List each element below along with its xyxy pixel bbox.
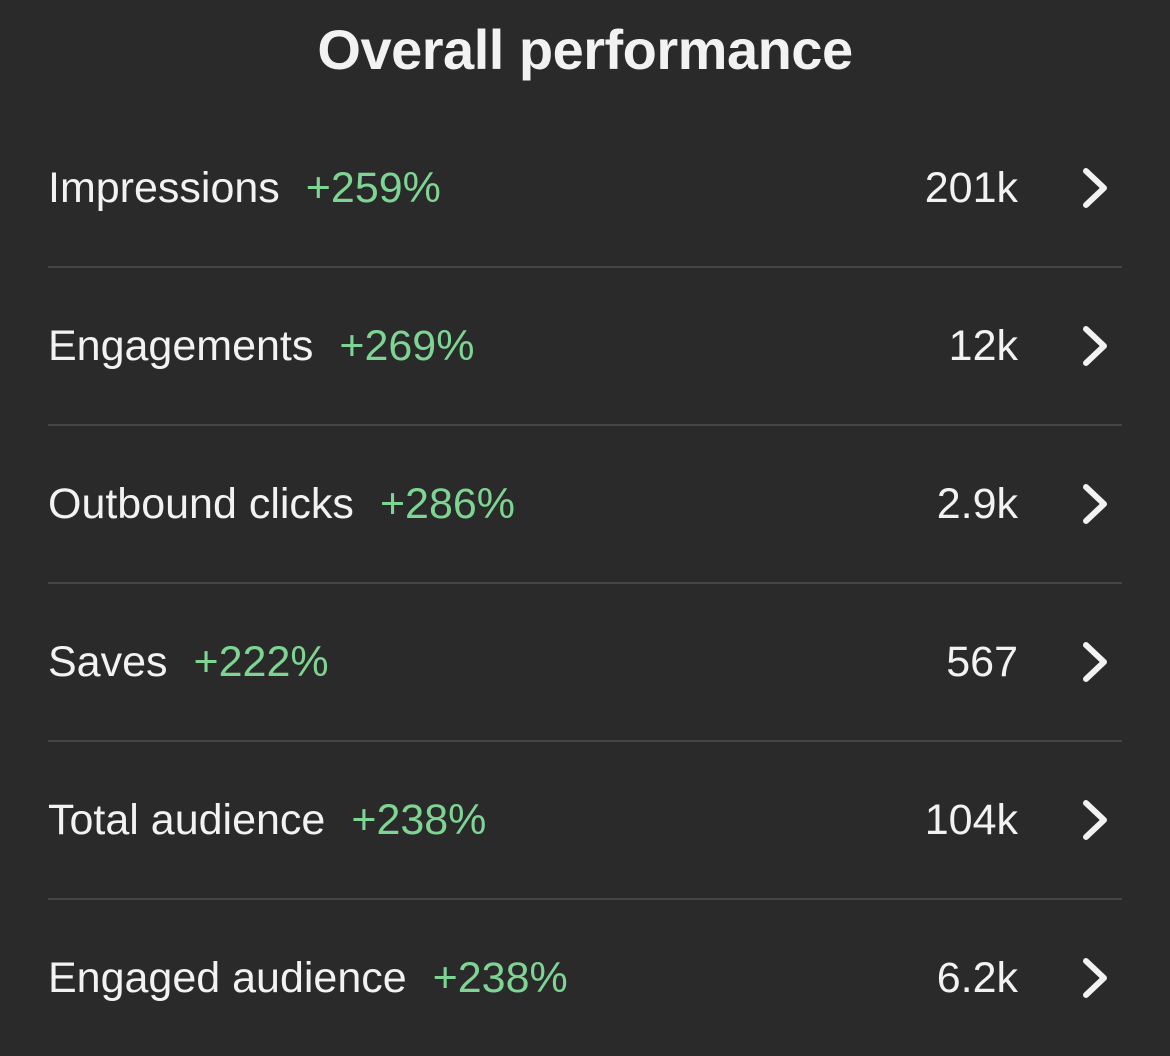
metric-row-impressions[interactable]: Impressions +259% 201k: [48, 110, 1122, 266]
metrics-list: Impressions +259% 201k Engagements +269%…: [48, 110, 1122, 1056]
chevron-right-icon[interactable]: [1078, 324, 1112, 368]
metric-label: Outbound clicks: [48, 479, 354, 528]
metric-label: Engaged audience: [48, 953, 407, 1002]
metric-change: +238%: [432, 953, 568, 1002]
chevron-right-icon[interactable]: [1078, 482, 1112, 526]
chevron-right-icon[interactable]: [1078, 166, 1112, 210]
metric-row-engagements[interactable]: Engagements +269% 12k: [48, 266, 1122, 424]
metric-label: Engagements: [48, 321, 314, 370]
metric-change: +238%: [351, 795, 487, 844]
metric-label: Total audience: [48, 795, 326, 844]
metric-label: Impressions: [48, 163, 280, 212]
metric-change: +259%: [305, 163, 441, 212]
chevron-right-icon[interactable]: [1078, 640, 1112, 684]
metric-row-engaged-audience[interactable]: Engaged audience +238% 6.2k: [48, 898, 1122, 1056]
metric-change: +286%: [379, 479, 516, 528]
page-title: Overall performance: [317, 18, 853, 81]
metric-value: 201k: [924, 163, 1018, 212]
metric-label: Saves: [48, 637, 168, 686]
chevron-right-icon[interactable]: [1078, 798, 1112, 842]
metric-row-total-audience[interactable]: Total audience +238% 104k: [48, 740, 1122, 898]
metric-value: 2.9k: [936, 479, 1018, 528]
metric-value: 6.2k: [936, 953, 1018, 1002]
metric-row-saves[interactable]: Saves +222% 567: [48, 582, 1122, 740]
chevron-right-icon[interactable]: [1078, 956, 1112, 1000]
metric-change: +269%: [339, 321, 475, 370]
metric-row-outbound-clicks[interactable]: Outbound clicks +286% 2.9k: [48, 424, 1122, 582]
metric-value: 567: [946, 637, 1018, 686]
metric-change: +222%: [193, 637, 329, 686]
metric-value: 12k: [948, 321, 1018, 370]
metric-value: 104k: [924, 795, 1018, 844]
